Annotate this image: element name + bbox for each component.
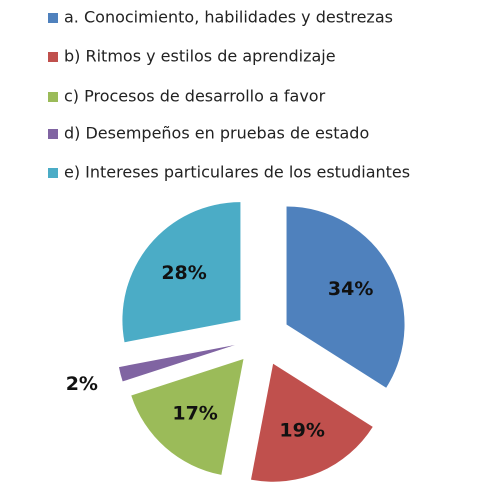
- data-label: 19%: [279, 419, 324, 441]
- legend-label: c) Procesos de desarrollo a favor: [64, 87, 326, 106]
- data-label: 34%: [328, 278, 373, 300]
- legend-swatch: [48, 92, 58, 102]
- legend-swatch: [48, 168, 58, 178]
- data-label: 2%: [66, 373, 98, 395]
- legend-swatch: [48, 129, 58, 139]
- data-label: 17%: [172, 402, 217, 424]
- legend-label: e) Intereses particulares de los estudia…: [64, 163, 410, 182]
- legend-label: a. Conocimiento, habilidades y destrezas: [64, 8, 393, 27]
- pie-slice: [251, 363, 373, 482]
- legend-swatch: [48, 13, 58, 23]
- legend-label: d) Desempeños en pruebas de estado: [64, 124, 369, 143]
- legend-label: b) Ritmos y estilos de aprendizaje: [64, 47, 336, 66]
- pie-slice: [286, 206, 405, 388]
- data-label: 28%: [161, 262, 206, 284]
- legend-swatch: [48, 52, 58, 62]
- pie-slice: [122, 202, 241, 343]
- pie-slice: [131, 359, 244, 475]
- pie-slice: [118, 344, 235, 382]
